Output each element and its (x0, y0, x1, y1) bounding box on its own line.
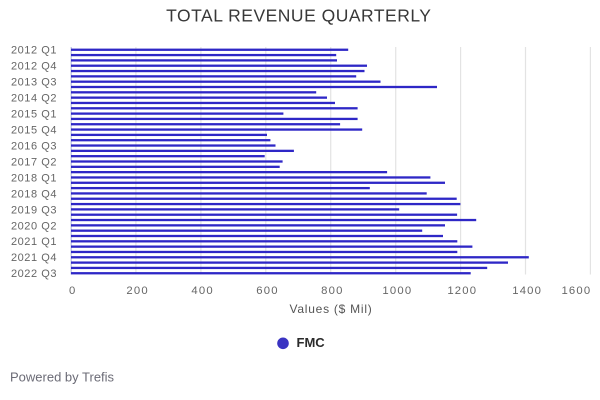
svg-text:2015 Q4: 2015 Q4 (11, 124, 57, 136)
svg-text:2020 Q2: 2020 Q2 (11, 220, 57, 232)
svg-text:1400: 1400 (512, 285, 542, 297)
svg-text:2021 Q1: 2021 Q1 (11, 236, 57, 248)
svg-text:600: 600 (256, 285, 278, 297)
svg-text:2016 Q3: 2016 Q3 (11, 140, 57, 152)
svg-text:TOTAL REVENUE QUARTERLY: TOTAL REVENUE QUARTERLY (166, 6, 431, 26)
svg-text:400: 400 (191, 285, 213, 297)
svg-text:2012 Q4: 2012 Q4 (11, 61, 57, 73)
svg-text:1000: 1000 (382, 285, 412, 297)
svg-text:2012 Q1: 2012 Q1 (11, 45, 57, 57)
svg-text:1200: 1200 (447, 285, 477, 297)
svg-text:2014 Q2: 2014 Q2 (11, 93, 57, 105)
svg-text:Values ($ Mil): Values ($ Mil) (290, 302, 373, 316)
svg-text:2022 Q3: 2022 Q3 (11, 268, 57, 280)
svg-text:0: 0 (69, 285, 76, 297)
svg-text:2021 Q4: 2021 Q4 (11, 252, 57, 264)
svg-text:2017 Q2: 2017 Q2 (11, 156, 57, 168)
svg-text:200: 200 (126, 285, 148, 297)
svg-text:2013 Q3: 2013 Q3 (11, 77, 57, 89)
svg-text:Powered by Trefis: Powered by Trefis (10, 370, 115, 385)
svg-text:2018 Q1: 2018 Q1 (11, 172, 57, 184)
svg-text:800: 800 (321, 285, 343, 297)
svg-text:1600: 1600 (561, 285, 591, 297)
svg-text:FMC: FMC (297, 335, 326, 350)
svg-text:2015 Q1: 2015 Q1 (11, 109, 57, 121)
svg-text:2018 Q4: 2018 Q4 (11, 188, 57, 200)
svg-text:2019 Q3: 2019 Q3 (11, 204, 57, 216)
